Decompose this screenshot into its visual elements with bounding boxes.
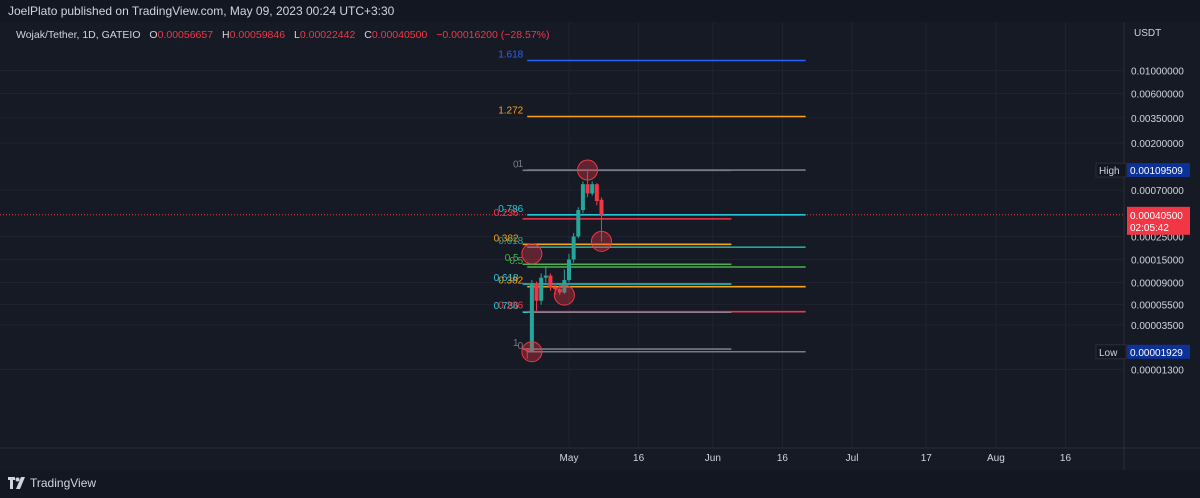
candle-body[interactable]	[548, 275, 553, 288]
time-tick-label: 16	[777, 453, 789, 464]
fib-level-label: 0.5	[505, 253, 519, 264]
price-tick-label: 0.00015000	[1131, 256, 1184, 267]
tradingview-logo-icon	[8, 477, 25, 489]
price-tick-label: 0.00001300	[1131, 366, 1184, 377]
price-tick-label: 0.00025000	[1131, 233, 1184, 244]
candle-body[interactable]	[557, 288, 562, 293]
highlight-circle[interactable]	[590, 230, 612, 252]
highlight-circle[interactable]	[553, 284, 575, 306]
fib-level-label: 0.786	[494, 301, 519, 312]
high-value: 0.00059846	[229, 29, 286, 41]
candle-body[interactable]	[562, 280, 567, 293]
high-label: H	[222, 29, 230, 41]
candle-body[interactable]	[534, 283, 539, 301]
low-label: L	[294, 29, 300, 41]
last-price-value: 0.00040500	[1130, 211, 1183, 222]
price-tick-label: 0.00003500	[1131, 321, 1184, 332]
fib-level-label: 1	[513, 338, 519, 349]
close-value: 0.00040500	[371, 29, 428, 41]
time-tick-label: May	[560, 453, 579, 464]
bottom-bar	[0, 470, 1200, 498]
highlight-circle[interactable]	[521, 243, 543, 265]
fib-level-label: 1.618	[498, 50, 523, 61]
fib-level-label: 0.5	[509, 256, 523, 267]
symbol-legend: Wojak/Tether, 1D, GATEIO O0.00056657 H0.…	[16, 29, 550, 41]
candle-body[interactable]	[543, 275, 548, 278]
fib-level-label: 0.236	[498, 301, 523, 312]
open-value: 0.00056657	[157, 29, 214, 41]
brand-label: TradingView	[30, 476, 97, 490]
fib-level-label: 0.618	[498, 236, 523, 247]
price-tick-label: 0.00005500	[1131, 301, 1184, 312]
low-value: 0.00022442	[299, 29, 356, 41]
tradingview-brand[interactable]: TradingView	[8, 476, 96, 490]
fib-level-label: 1	[518, 159, 524, 170]
open-label: O	[149, 29, 158, 41]
price-tick-label: 0.00600000	[1131, 90, 1184, 101]
price-tick-label: 0.00009000	[1131, 278, 1184, 289]
time-tick-label: Jul	[846, 453, 859, 464]
symbol-name[interactable]: Wojak/Tether, 1D, GATEIO	[16, 29, 141, 41]
candle-body[interactable]	[539, 277, 544, 301]
close-label: C	[364, 29, 372, 41]
price-badge-value: 0.00001929	[1130, 348, 1183, 359]
candle-body[interactable]	[599, 199, 604, 215]
badge-label-box	[1095, 162, 1127, 178]
fib-level-label: 0.618	[494, 273, 519, 284]
price-tick-label: 0.00350000	[1131, 114, 1184, 125]
publisher-credit: JoelPlato published on TradingView.com, …	[8, 4, 395, 18]
price-axis-unit-label: USDT	[1134, 28, 1161, 39]
badge-label: High	[1099, 166, 1120, 177]
fib-level-label: 0.786	[498, 204, 523, 215]
candle-body[interactable]	[580, 184, 585, 211]
fib-level-label: 0.236	[494, 208, 519, 219]
highlight-circle[interactable]	[521, 341, 543, 363]
price-tick-label: 0.00200000	[1131, 139, 1184, 150]
time-tick-label: Jun	[705, 453, 721, 464]
fib-level-label: 0	[518, 341, 524, 352]
change-value: −0.00016200 (−28.57%)	[436, 29, 550, 41]
candle-body[interactable]	[567, 259, 571, 281]
time-tick-label: 16	[1060, 453, 1072, 464]
candle-body[interactable]	[525, 350, 530, 352]
last-price-badge	[1127, 206, 1190, 235]
candle-body[interactable]	[529, 283, 534, 352]
fib-level-label: 0	[513, 159, 519, 170]
candle-body[interactable]	[571, 236, 576, 260]
time-tick-label: Aug	[987, 453, 1005, 464]
badge-label-box	[1095, 344, 1127, 360]
fib-level-label: 0.382	[494, 233, 519, 244]
chart-area[interactable]	[0, 22, 1200, 470]
price-tick-label: 0.01000000	[1131, 67, 1184, 78]
candle-body[interactable]	[576, 210, 581, 237]
time-tick-label: 17	[921, 453, 933, 464]
fib-level-label: 1.272	[498, 106, 523, 117]
candle-body[interactable]	[594, 184, 599, 202]
top-bar: JoelPlato published on TradingView.com, …	[0, 0, 1200, 22]
bar-countdown: 02:05:42	[1130, 223, 1169, 234]
candle-body[interactable]	[590, 184, 595, 194]
time-tick-label: 16	[633, 453, 645, 464]
candle-body[interactable]	[585, 184, 590, 194]
price-badge-value: 0.00109509	[1130, 166, 1183, 177]
price-tick-label: 0.00070000	[1131, 186, 1184, 197]
candle-body[interactable]	[553, 287, 558, 289]
fib-level-label: 0.382	[498, 276, 523, 287]
price-badge	[1127, 344, 1190, 359]
badge-label: Low	[1099, 348, 1118, 359]
highlight-circle[interactable]	[577, 159, 599, 181]
price-badge	[1127, 163, 1190, 178]
